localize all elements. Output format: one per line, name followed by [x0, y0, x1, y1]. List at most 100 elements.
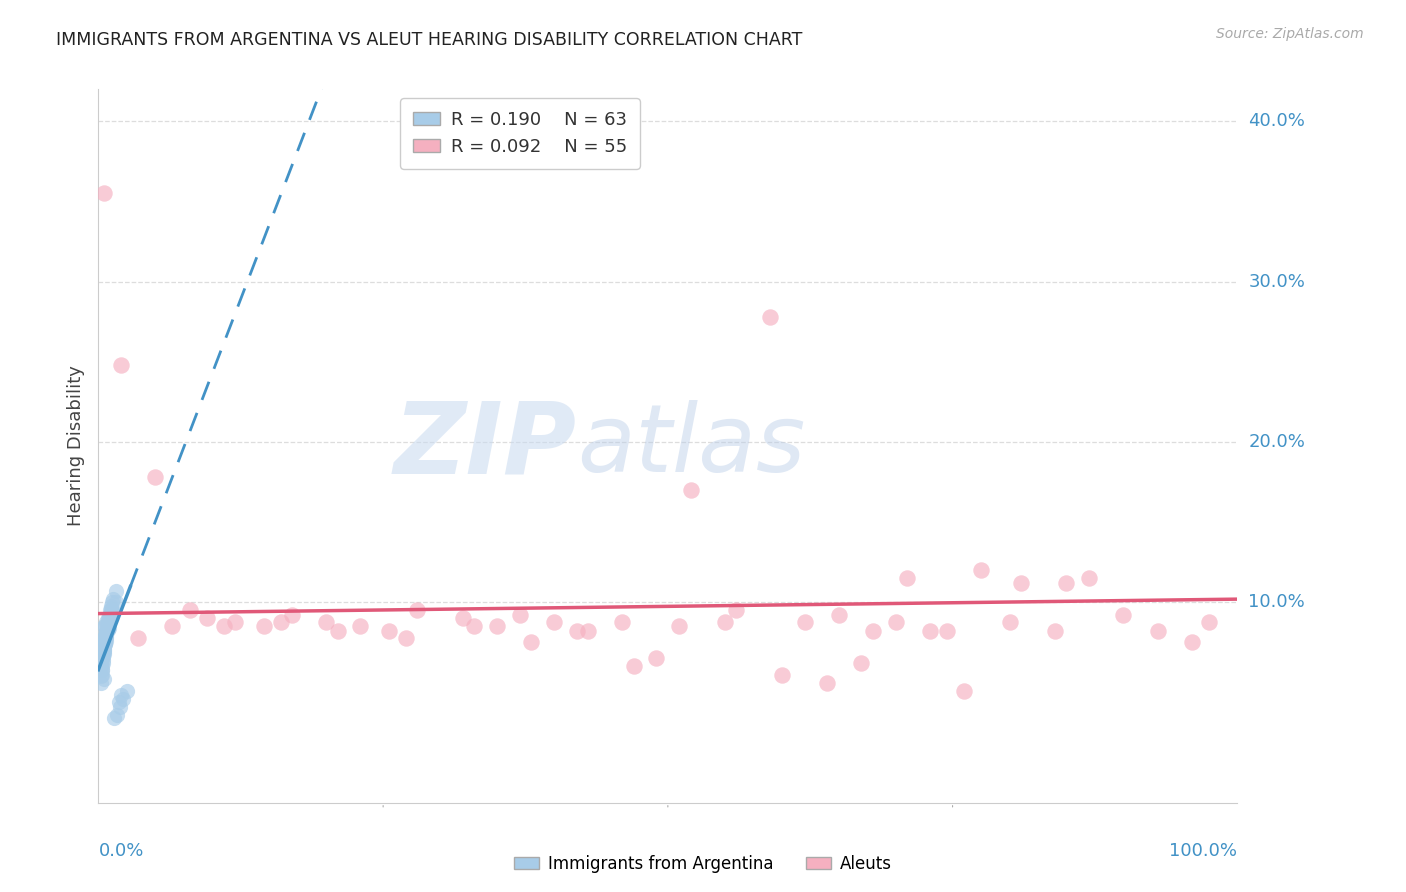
Point	[93, 631, 115, 645]
Y-axis label: Hearing Disability: Hearing Disability	[66, 366, 84, 526]
Point	[179, 603, 201, 617]
Point	[100, 599, 122, 613]
Point	[970, 563, 993, 577]
Point	[96, 625, 118, 640]
Point	[212, 619, 235, 633]
Point	[315, 615, 337, 629]
Point	[1043, 624, 1066, 639]
Point	[97, 613, 120, 627]
Point	[406, 603, 429, 617]
Point	[90, 663, 112, 677]
Legend: Immigrants from Argentina, Aleuts: Immigrants from Argentina, Aleuts	[508, 848, 898, 880]
Point	[104, 584, 127, 599]
Point	[998, 615, 1021, 629]
Point	[759, 310, 782, 324]
Point	[97, 609, 120, 624]
Text: Source: ZipAtlas.com: Source: ZipAtlas.com	[1216, 27, 1364, 41]
Text: 10.0%: 10.0%	[1249, 593, 1305, 611]
Point	[112, 691, 135, 706]
Point	[668, 619, 690, 633]
Point	[91, 657, 114, 671]
Point	[378, 624, 401, 639]
Point	[90, 659, 112, 673]
Point	[96, 624, 118, 639]
Point	[1010, 576, 1032, 591]
Point	[326, 624, 349, 639]
Point	[851, 657, 873, 671]
Point	[98, 607, 121, 621]
Point	[623, 659, 645, 673]
Point	[1146, 624, 1168, 639]
Point	[115, 683, 138, 698]
Point	[281, 608, 304, 623]
Text: 100.0%: 100.0%	[1170, 842, 1237, 860]
Text: 40.0%: 40.0%	[1249, 112, 1305, 130]
Point	[96, 627, 118, 641]
Point	[91, 640, 114, 655]
Point	[101, 595, 124, 609]
Point	[96, 621, 118, 635]
Point	[94, 635, 117, 649]
Point	[828, 608, 851, 623]
Point	[815, 675, 838, 690]
Text: ZIP: ZIP	[394, 398, 576, 494]
Point	[127, 631, 149, 645]
Point	[770, 667, 793, 681]
Point	[90, 669, 112, 683]
Point	[1112, 608, 1135, 623]
Point	[862, 624, 884, 639]
Point	[93, 673, 115, 687]
Text: 30.0%: 30.0%	[1249, 273, 1305, 291]
Point	[93, 647, 115, 661]
Point	[93, 643, 115, 657]
Point	[103, 711, 125, 725]
Point	[97, 621, 120, 635]
Point	[725, 603, 748, 617]
Point	[90, 667, 112, 681]
Point	[793, 615, 815, 629]
Point	[96, 617, 118, 632]
Point	[90, 657, 112, 671]
Point	[91, 649, 114, 664]
Point	[224, 615, 246, 629]
Point	[576, 624, 599, 639]
Point	[94, 627, 117, 641]
Point	[195, 611, 218, 625]
Text: 0.0%: 0.0%	[98, 842, 143, 860]
Text: 20.0%: 20.0%	[1249, 433, 1305, 451]
Point	[103, 592, 125, 607]
Point	[953, 683, 976, 698]
Point	[101, 603, 124, 617]
Point	[252, 619, 274, 633]
Point	[110, 689, 132, 703]
Point	[96, 611, 118, 625]
Point	[270, 615, 292, 629]
Point	[96, 616, 118, 631]
Point	[896, 571, 918, 585]
Point	[93, 645, 115, 659]
Point	[451, 611, 474, 625]
Point	[96, 619, 118, 633]
Point	[509, 608, 531, 623]
Point	[90, 675, 112, 690]
Point	[935, 624, 957, 639]
Point	[108, 699, 131, 714]
Text: IMMIGRANTS FROM ARGENTINA VS ALEUT HEARING DISABILITY CORRELATION CHART: IMMIGRANTS FROM ARGENTINA VS ALEUT HEARI…	[56, 31, 803, 49]
Point	[884, 615, 907, 629]
Legend: R = 0.190    N = 63, R = 0.092    N = 55: R = 0.190 N = 63, R = 0.092 N = 55	[401, 98, 640, 169]
Text: atlas: atlas	[576, 401, 806, 491]
Point	[97, 615, 120, 629]
Point	[93, 641, 115, 656]
Point	[96, 623, 118, 637]
Point	[162, 619, 184, 633]
Point	[96, 631, 118, 645]
Point	[91, 653, 114, 667]
Point	[463, 619, 485, 633]
Point	[96, 633, 118, 648]
Point	[94, 619, 117, 633]
Point	[98, 608, 121, 623]
Point	[100, 605, 122, 619]
Point	[612, 615, 634, 629]
Point	[91, 647, 114, 661]
Point	[645, 651, 668, 665]
